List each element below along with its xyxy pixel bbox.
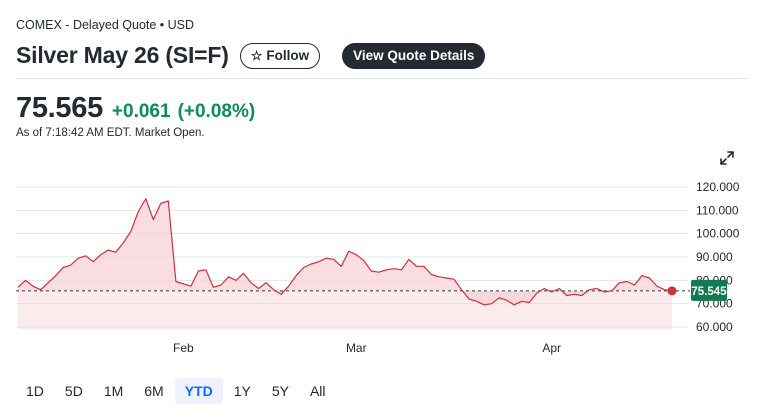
x-tick-label: Feb <box>173 341 194 355</box>
y-tick-label: 100.000 <box>696 227 740 241</box>
header-divider <box>16 78 748 79</box>
price-change-percent: (+0.08%) <box>177 101 256 122</box>
range-selector: 1D 5D 1M 6M YTD 1Y 5Y All <box>16 378 337 404</box>
x-tick-label: Mar <box>346 341 367 355</box>
range-1y[interactable]: 1Y <box>233 383 251 399</box>
y-tick-label: 90.000 <box>696 250 733 264</box>
star-icon: ☆ <box>250 47 263 63</box>
title-row: Silver May 26 (SI=F) ☆ Follow View Quote… <box>16 42 486 69</box>
price-chart[interactable]: 120.000110.000100.00090.00080.00070.0006… <box>0 170 771 365</box>
x-tick-label: Apr <box>542 341 561 355</box>
price-row: 75.565 +0.061 (+0.08%) <box>16 92 255 125</box>
y-tick-label: 110.000 <box>696 203 739 217</box>
range-1d[interactable]: 1D <box>26 383 44 399</box>
range-1m[interactable]: 1M <box>103 383 124 399</box>
follow-label: Follow <box>266 48 310 63</box>
expand-icon[interactable] <box>717 148 737 168</box>
current-value-label: 75.545 <box>691 286 727 298</box>
series-area-fill <box>18 198 672 305</box>
series-line <box>17 198 673 306</box>
range-5d[interactable]: 5D <box>64 383 83 399</box>
as-of-timestamp: As of 7:18:42 AM EDT. Market Open. <box>16 127 205 139</box>
exchange-label: COMEX - Delayed Quote • USD <box>16 18 195 32</box>
price-change: +0.061 <box>111 101 171 122</box>
range-6m[interactable]: 6M <box>144 383 164 399</box>
current-price: 75.565 <box>16 92 103 124</box>
range-5y[interactable]: 5Y <box>271 383 289 399</box>
range-ytd[interactable]: YTD <box>174 378 223 404</box>
page-title: Silver May 26 (SI=F) <box>16 42 229 68</box>
y-tick-label: 120.000 <box>696 180 740 194</box>
follow-button[interactable]: ☆ Follow <box>239 42 321 69</box>
current-value-label-bg <box>691 279 727 301</box>
current-value-dot <box>667 286 677 296</box>
lower-fill-band <box>18 290 672 329</box>
y-tick-label: 60.000 <box>696 320 733 334</box>
range-all[interactable]: All <box>309 383 326 399</box>
view-quote-details-button[interactable]: View Quote Details <box>342 42 486 69</box>
